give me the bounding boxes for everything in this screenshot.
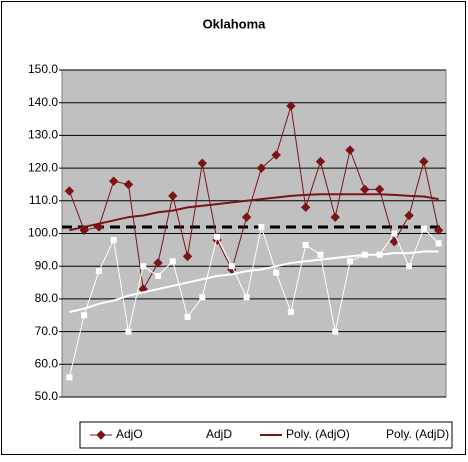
data-point [95, 268, 102, 275]
data-point [271, 150, 281, 160]
data-point [64, 186, 75, 196]
y-tick-label: 50.0 [35, 389, 59, 403]
y-tick-label: 130.0 [28, 128, 58, 142]
data-point [140, 263, 147, 270]
legend-label: AdjO [116, 427, 143, 441]
data-point [317, 251, 324, 258]
data-point [332, 328, 339, 335]
y-tick-label: 120.0 [28, 160, 58, 174]
data-point [214, 233, 221, 240]
data-point [94, 222, 104, 232]
y-tick-label: 70.0 [35, 324, 59, 338]
legend-label: Poly. (AdjO) [286, 427, 350, 441]
data-point [406, 263, 413, 270]
data-point [391, 230, 398, 237]
y-tick-label: 90.0 [35, 258, 59, 272]
data-point [419, 156, 429, 167]
data-point [420, 225, 427, 232]
chart-title: Oklahoma [203, 16, 267, 31]
data-point [286, 101, 296, 111]
data-point [433, 225, 444, 235]
data-point [330, 212, 340, 222]
y-tick-label: 60.0 [35, 356, 59, 370]
data-point [435, 240, 442, 247]
series-line [69, 193, 439, 232]
data-point [199, 294, 206, 301]
data-point [182, 251, 193, 262]
data-point [302, 241, 309, 248]
series-line [69, 250, 439, 313]
data-point [228, 263, 235, 270]
y-tick-label: 140.0 [28, 95, 58, 109]
data-point [273, 269, 280, 276]
data-point [81, 312, 88, 319]
data-point [300, 202, 311, 213]
data-point [66, 374, 73, 381]
data-point [153, 258, 163, 268]
data-point [169, 258, 176, 265]
data-point [110, 237, 117, 244]
data-point [108, 176, 119, 186]
data-point [243, 294, 250, 301]
data-point [184, 313, 191, 320]
data-point [168, 191, 178, 201]
data-point [315, 156, 326, 167]
data-point [258, 223, 265, 230]
data-point [241, 212, 252, 222]
legend-marker [96, 430, 106, 440]
data-point [123, 179, 134, 190]
data-point [256, 163, 267, 173]
legend-label: Poly. (AdjD) [386, 427, 449, 441]
data-point [125, 328, 132, 335]
y-tick-label: 100.0 [28, 226, 58, 240]
legend-label: AdjD [206, 427, 232, 441]
data-point [79, 225, 89, 235]
data-point [347, 258, 353, 265]
data-point [345, 145, 355, 155]
y-tick-label: 110.0 [29, 193, 58, 207]
data-point [287, 308, 294, 315]
data-point [404, 210, 414, 221]
y-tick-label: 150.0 [28, 62, 58, 76]
data-point [155, 273, 161, 280]
y-tick-label: 80.0 [35, 291, 59, 305]
data-point [197, 158, 208, 168]
